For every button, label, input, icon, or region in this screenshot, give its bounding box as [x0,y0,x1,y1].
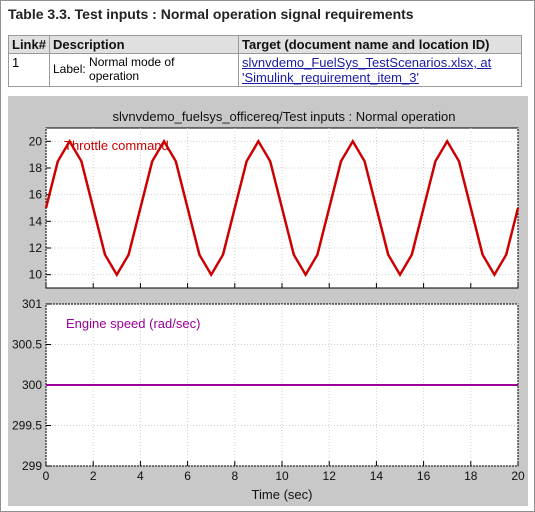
x-tick-label: 0 [43,469,50,483]
y-tick-label: 12 [29,241,43,255]
header-description: Description [49,35,239,54]
y-tick-label: 301 [22,297,42,311]
cell-description: Label: Normal mode of operation [49,53,239,87]
y-tick-label: 299.5 [12,419,42,433]
target-link-line-2[interactable]: 'Simulink_requirement_item_3' [242,70,419,85]
x-tick-label: 10 [275,469,289,483]
x-tick-label: 12 [323,469,337,483]
x-tick-label: 16 [417,469,431,483]
plot-1: 10 12 14 16 18 20 Throttle command [29,127,520,289]
figure-window: slvnvdemo_fuelsys_officereq/Test inputs … [8,96,528,506]
plot-1-grid [45,128,519,288]
plot-2: 299 299.5 300 300.5 301 0 2 4 6 8 10 12 14 16 18 20 Eng… [12,297,525,502]
x-tick-label: 6 [184,469,191,483]
y-tick-label: 18 [29,161,43,175]
table-row: 1 Label: Normal mode of operation slvnvd… [8,53,522,87]
series-label-throttle: Throttle command [64,138,169,153]
y-tick-label: 14 [29,214,43,228]
label-line-2: operation [89,69,140,83]
table-header-row: Link# Description Target (document name … [8,35,522,54]
x-tick-label: 4 [137,469,144,483]
y-tick-label: 300 [22,378,42,392]
table-title: Table 3.3. Test inputs : Normal operatio… [8,6,414,22]
y-tick-label: 20 [29,134,43,148]
x-tick-label: 18 [464,469,478,483]
y-tick-label: 16 [29,188,43,202]
y-tick-label: 299 [22,459,42,473]
x-axis-label: Time (sec) [252,487,313,502]
chart-svg: slvnvdemo_fuelsys_officereq/Test inputs … [12,109,525,502]
requirements-table: Link# Description Target (document name … [8,35,522,87]
label-prefix: Label: [53,62,86,76]
y-tick-label: 10 [29,268,43,282]
x-tick-label: 2 [90,469,97,483]
label-line-1: Normal mode of [89,55,175,69]
plot-1-ticks: 10 12 14 16 18 20 [29,134,519,288]
cell-target: slvnvdemo_FuelSys_TestScenarios.xlsx, at… [238,53,522,87]
plot-2-ticks: 299 299.5 300 300.5 301 0 2 4 6 8 10 12 14 16 18 20 [12,297,525,483]
x-tick-label: 20 [511,469,525,483]
x-tick-label: 8 [231,469,238,483]
chart-title: slvnvdemo_fuelsys_officereq/Test inputs … [113,109,456,124]
header-link: Link# [8,35,50,54]
series-label-engine-speed: Engine speed (rad/sec) [66,316,200,331]
x-tick-label: 14 [370,469,384,483]
cell-link: 1 [8,53,50,87]
target-link-line-1[interactable]: slvnvdemo_FuelSys_TestScenarios.xlsx, at [242,55,492,70]
series-line-throttle [44,138,520,278]
header-target: Target (document name and location ID) [238,35,522,54]
y-tick-label: 300.5 [12,338,42,352]
